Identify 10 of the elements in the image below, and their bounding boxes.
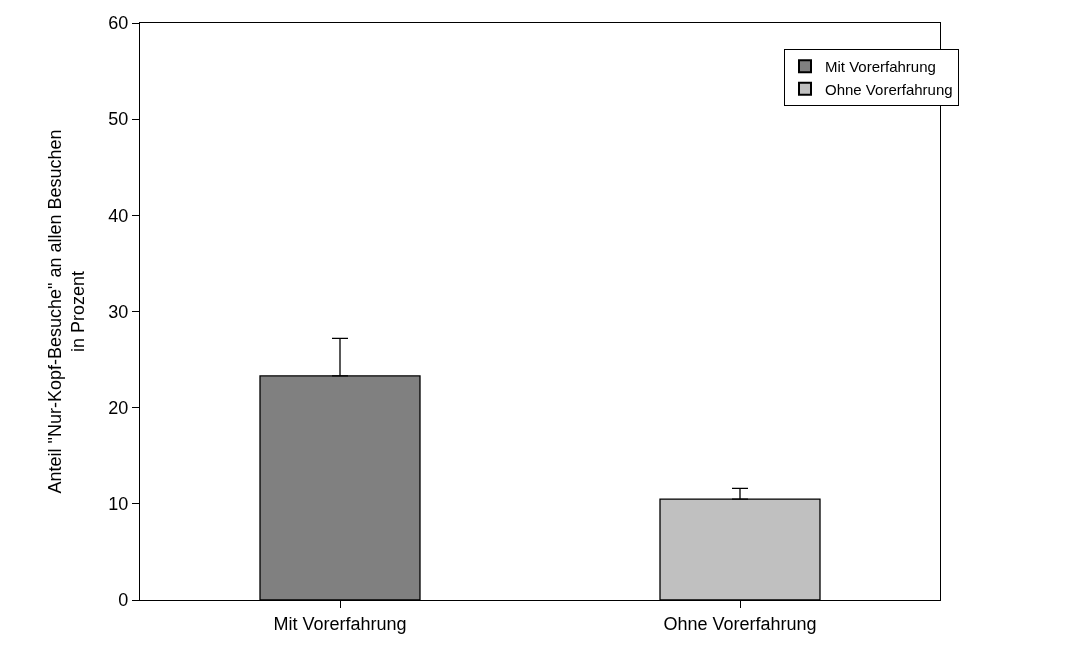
y-tick-label: 50 bbox=[108, 109, 129, 130]
y-tick-label: 30 bbox=[108, 301, 129, 322]
legend-label: Ohne Vorerfahrung bbox=[825, 80, 953, 98]
y-tick-label: 60 bbox=[108, 13, 129, 34]
y-tick-label: 40 bbox=[108, 205, 129, 226]
y-axis-title: Anteil "Nur-Kopf-Besuche" an allen Besuchen in Prozent bbox=[45, 129, 89, 494]
y-tick-label: 20 bbox=[108, 397, 129, 418]
y-tick-label: 10 bbox=[108, 494, 129, 515]
y-tick-label: 0 bbox=[118, 590, 129, 611]
legend-label: Mit Vorerfahrung bbox=[825, 58, 936, 76]
